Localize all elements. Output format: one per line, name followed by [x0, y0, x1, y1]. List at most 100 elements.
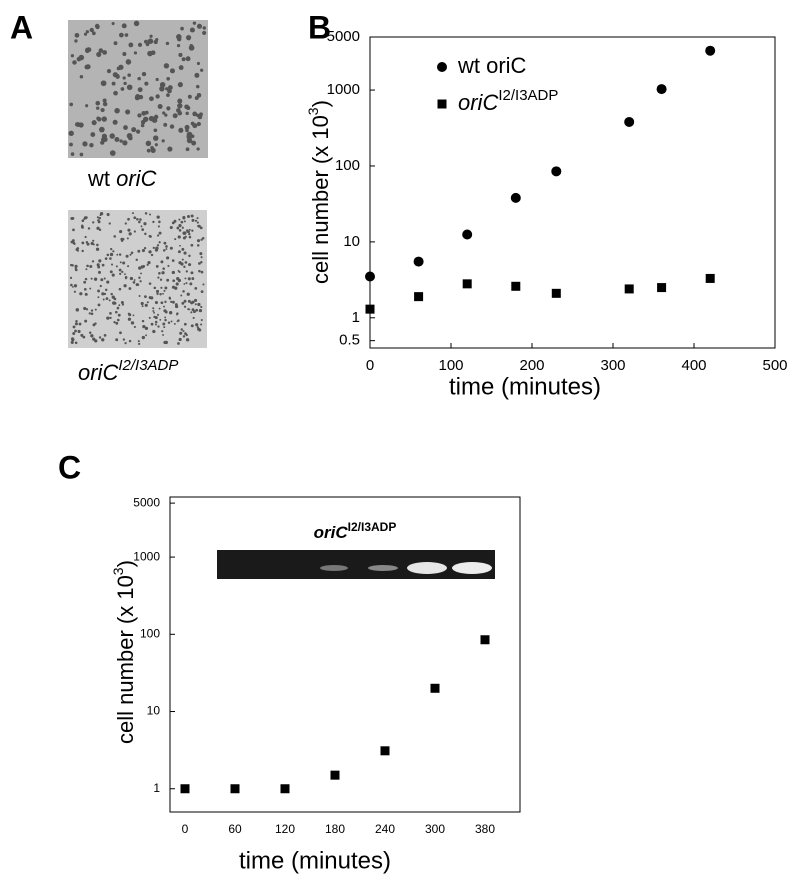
- y-axis-label-sup: 3: [305, 107, 321, 115]
- colony: [198, 262, 201, 265]
- colony: [167, 146, 173, 152]
- colony: [125, 254, 129, 258]
- colony: [164, 113, 168, 117]
- colony: [161, 271, 165, 275]
- colony: [98, 228, 102, 232]
- point: [180, 784, 190, 794]
- colony: [103, 292, 107, 296]
- point: [624, 116, 635, 127]
- colony: [169, 124, 175, 129]
- colony: [120, 301, 124, 304]
- colony: [181, 57, 186, 62]
- colony: [202, 26, 206, 30]
- colony: [162, 111, 166, 115]
- point: [380, 746, 390, 756]
- colony: [128, 135, 133, 141]
- legend-label-text: wt oriC: [457, 53, 527, 78]
- colony: [188, 228, 191, 231]
- colony: [174, 238, 177, 241]
- point: [280, 784, 290, 794]
- y-axis-label-tail: ): [308, 100, 333, 107]
- colony: [109, 316, 112, 320]
- colony: [200, 323, 203, 326]
- colony: [69, 142, 73, 147]
- colony: [179, 331, 183, 335]
- colony: [144, 110, 149, 115]
- colony: [176, 34, 182, 40]
- colony: [133, 325, 136, 329]
- colony: [120, 87, 125, 91]
- colony: [118, 268, 122, 272]
- colony: [133, 20, 140, 27]
- colony: [113, 41, 118, 46]
- colony: [98, 259, 102, 263]
- colony: [98, 336, 102, 339]
- colony: [138, 295, 141, 298]
- colony: [187, 277, 191, 281]
- colony: [94, 23, 100, 29]
- colony: [89, 331, 92, 334]
- colony: [178, 218, 181, 221]
- colony: [106, 316, 110, 320]
- colony: [149, 34, 153, 38]
- colony: [92, 221, 95, 224]
- colony: [147, 38, 154, 44]
- colony: [178, 65, 184, 71]
- colony: [91, 260, 95, 263]
- colony: [113, 320, 116, 324]
- caption: wt oriC: [87, 166, 157, 191]
- colony: [190, 243, 194, 247]
- colony: [178, 261, 182, 265]
- colony: [188, 235, 192, 239]
- colony: [79, 292, 83, 296]
- colony: [164, 300, 167, 303]
- colony: [109, 133, 115, 139]
- colony: [79, 74, 84, 79]
- colony: [123, 81, 127, 86]
- inset-title-text: oriC: [314, 523, 349, 542]
- colony: [82, 141, 88, 147]
- colony: [87, 227, 91, 230]
- colony: [146, 301, 149, 304]
- colony: [83, 32, 88, 36]
- colony: [72, 325, 76, 329]
- y-axis-label-text: cell number (x 10: [308, 115, 333, 284]
- colony: [129, 253, 132, 256]
- colony: [104, 257, 108, 260]
- colony: [116, 318, 120, 322]
- panel-label: B: [308, 9, 331, 45]
- gel-image: [217, 550, 495, 579]
- colony: [196, 239, 201, 243]
- colony: [76, 247, 80, 250]
- colony: [186, 292, 190, 296]
- colony: [146, 263, 149, 266]
- point: [365, 271, 375, 282]
- colony: [156, 244, 160, 247]
- colony: [77, 329, 81, 334]
- colony: [94, 308, 97, 311]
- colony: [72, 286, 74, 288]
- colony: [90, 241, 94, 246]
- colony: [109, 311, 112, 315]
- colony: [127, 312, 130, 315]
- colony: [126, 84, 133, 91]
- gel-band: [452, 562, 492, 574]
- colony: [141, 228, 145, 231]
- colony: [119, 229, 123, 234]
- colony: [102, 101, 108, 107]
- colony: [178, 52, 183, 57]
- colony: [120, 237, 124, 241]
- colony: [194, 298, 198, 302]
- colony: [168, 296, 171, 300]
- colony: [187, 215, 190, 219]
- colony: [84, 235, 87, 239]
- colony: [102, 136, 108, 143]
- colony: [158, 272, 161, 275]
- colony: [184, 124, 190, 130]
- colony: [72, 60, 77, 65]
- colony: [200, 318, 203, 322]
- colony: [111, 273, 115, 277]
- colony: [191, 140, 197, 146]
- colony: [169, 246, 173, 250]
- caption-sup: I2/I3ADP: [118, 357, 178, 374]
